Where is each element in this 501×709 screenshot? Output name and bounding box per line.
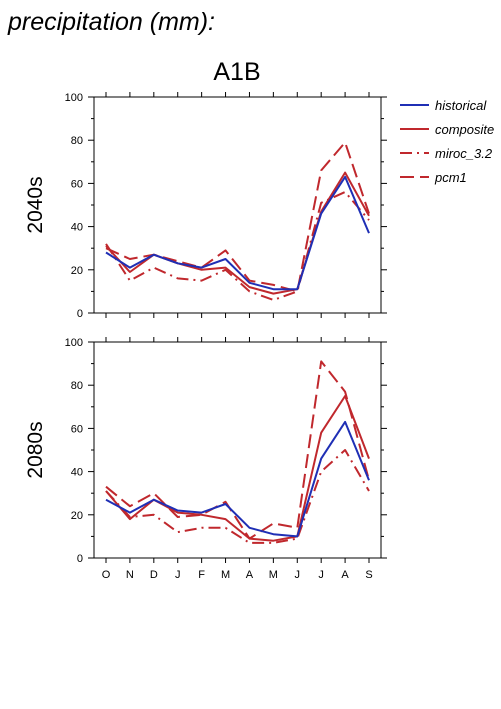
- y-tick-label: 80: [71, 380, 83, 392]
- legend: historical composite miroc_3.2 pcm1: [400, 98, 494, 185]
- y-tick-label: 20: [71, 265, 83, 277]
- x-tick-label: M: [221, 569, 230, 581]
- legend-label: miroc_3.2: [435, 146, 493, 161]
- panel-label: 2080s: [24, 421, 47, 478]
- plot-frame: [93, 96, 382, 314]
- series-line-miroc_3.2: [105, 191, 370, 301]
- series-line-historical: [105, 175, 370, 291]
- x-tick-label: J: [318, 569, 324, 581]
- y-tick-label: 20: [71, 510, 83, 522]
- y-tick-label: 60: [71, 178, 83, 190]
- x-tick-label: F: [198, 569, 205, 581]
- y-tick-label: 0: [77, 553, 83, 565]
- chart-panels: 0 20 40 60 80 100 2040s 0 20 40 60 80 100 O N D J F M A M J J A…: [24, 92, 387, 581]
- y-tick-label: 100: [65, 337, 83, 349]
- y-tick-label: 80: [71, 135, 83, 147]
- panel-2040s: 0 20 40 60 80 100 2040s: [24, 92, 387, 320]
- x-tick-label: N: [126, 569, 134, 581]
- legend-label: historical: [435, 98, 487, 113]
- x-tick-label: J: [175, 569, 181, 581]
- legend-label: pcm1: [434, 170, 467, 185]
- legend-item: composite: [400, 122, 494, 137]
- x-tick-label: D: [150, 569, 158, 581]
- y-tick-label: 0: [77, 308, 83, 320]
- panel-label: 2040s: [24, 176, 47, 233]
- legend-item: pcm1: [400, 170, 467, 185]
- x-tick-label: S: [365, 569, 372, 581]
- y-tick-label: 100: [65, 92, 83, 104]
- series-line-pcm1: [105, 141, 370, 293]
- x-tick-label: M: [269, 569, 278, 581]
- x-tick-label: J: [295, 569, 301, 581]
- legend-item: miroc_3.2: [400, 146, 493, 161]
- chart-title: A1B: [213, 58, 260, 86]
- series-line-composite: [105, 171, 370, 295]
- series-line-historical: [105, 420, 370, 538]
- series-line-pcm1: [105, 360, 370, 540]
- legend-label: composite: [435, 122, 494, 137]
- x-tick-label: O: [102, 569, 111, 581]
- x-tick-label: A: [246, 569, 254, 581]
- panel-2080s: 0 20 40 60 80 100 O N D J F M A M J J A S 2080s: [24, 337, 387, 581]
- x-tick-label: A: [341, 569, 349, 581]
- plot-frame: [93, 341, 382, 559]
- page-title: precipitation (mm):: [7, 8, 215, 36]
- y-tick-label: 60: [71, 423, 83, 435]
- y-tick-label: 40: [71, 467, 83, 479]
- legend-item: historical: [400, 98, 487, 113]
- series-line-miroc_3.2: [105, 449, 370, 544]
- y-tick-label: 40: [71, 222, 83, 234]
